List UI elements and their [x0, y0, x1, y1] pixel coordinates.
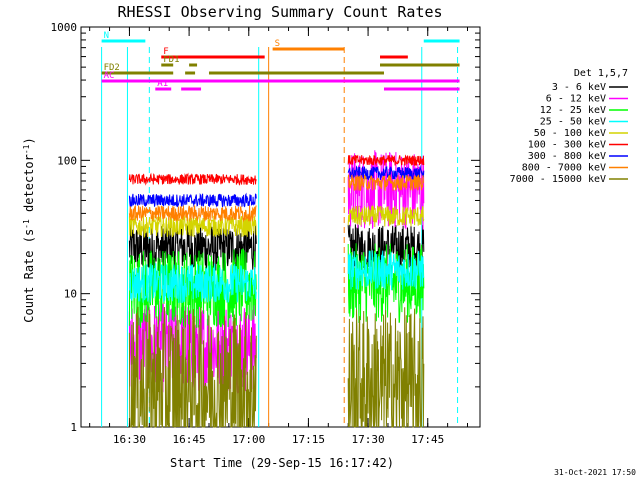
- y-label-sup1: -1: [22, 219, 31, 229]
- flag-label: S: [275, 39, 280, 49]
- legend-title: Det 1,5,7: [574, 68, 628, 79]
- plot-frame: [80, 26, 481, 428]
- x-tick-label: 17:30: [352, 433, 385, 446]
- legend-entry-label: 50 - 100 keV: [534, 128, 606, 139]
- legend-entry-label: 100 - 300 keV: [528, 140, 606, 151]
- y-label-sup2: -1: [22, 144, 31, 154]
- x-tick-label: 17:45: [411, 433, 444, 446]
- flag-label: A1: [157, 79, 168, 89]
- x-tick-label: 17:15: [292, 433, 325, 446]
- legend-entry-label: 800 - 7000 keV: [522, 163, 606, 174]
- series-line: [128, 174, 424, 223]
- legend-entry-label: 25 - 50 keV: [540, 117, 606, 128]
- legend-entry-label: 6 - 12 keV: [546, 94, 606, 105]
- x-tick-label: 17:00: [232, 433, 265, 446]
- series-line: [128, 204, 425, 239]
- legend-entry-label: 12 - 25 keV: [540, 105, 606, 116]
- x-tick-label: 16:30: [113, 433, 146, 446]
- chart-title: RHESSI Observing Summary Count Rates: [117, 3, 442, 21]
- legend-entry-label: 7000 - 15000 keV: [510, 174, 606, 185]
- y-label-part2: detector: [22, 154, 36, 219]
- y-axis-label: Count Rate (s-1 detector-1): [22, 137, 37, 322]
- timestamp: 31-Oct-2021 17:50: [554, 468, 636, 477]
- series-line: [128, 164, 425, 209]
- y-tick-label: 1: [70, 421, 77, 434]
- flag-label: AC: [104, 71, 115, 81]
- y-tick-label: 1000: [51, 21, 78, 34]
- y-tick-label: 100: [57, 154, 77, 167]
- series-line: [128, 250, 425, 304]
- plot-area: 1 10 100 1000 16:30 16:45 17:00 17:15 17:30 17:45…: [51, 21, 481, 446]
- y-tick-label: 10: [64, 288, 77, 301]
- flag-label: FD1: [163, 55, 179, 65]
- legend-entry-label: 300 - 800 keV: [528, 151, 606, 162]
- series-line: [128, 154, 425, 186]
- y-label-part3: ): [22, 137, 36, 144]
- flag-label: FD2: [104, 63, 120, 73]
- flag-label: N: [104, 31, 109, 41]
- x-tick-label: 16:45: [173, 433, 206, 446]
- series-line: [128, 306, 425, 428]
- flag-label: F: [163, 47, 168, 57]
- y-label-part1: Count Rate (s: [22, 229, 36, 323]
- legend-entry-label: 3 - 6 keV: [552, 82, 606, 93]
- x-axis-label: Start Time (29-Sep-15 16:17:42): [170, 456, 394, 470]
